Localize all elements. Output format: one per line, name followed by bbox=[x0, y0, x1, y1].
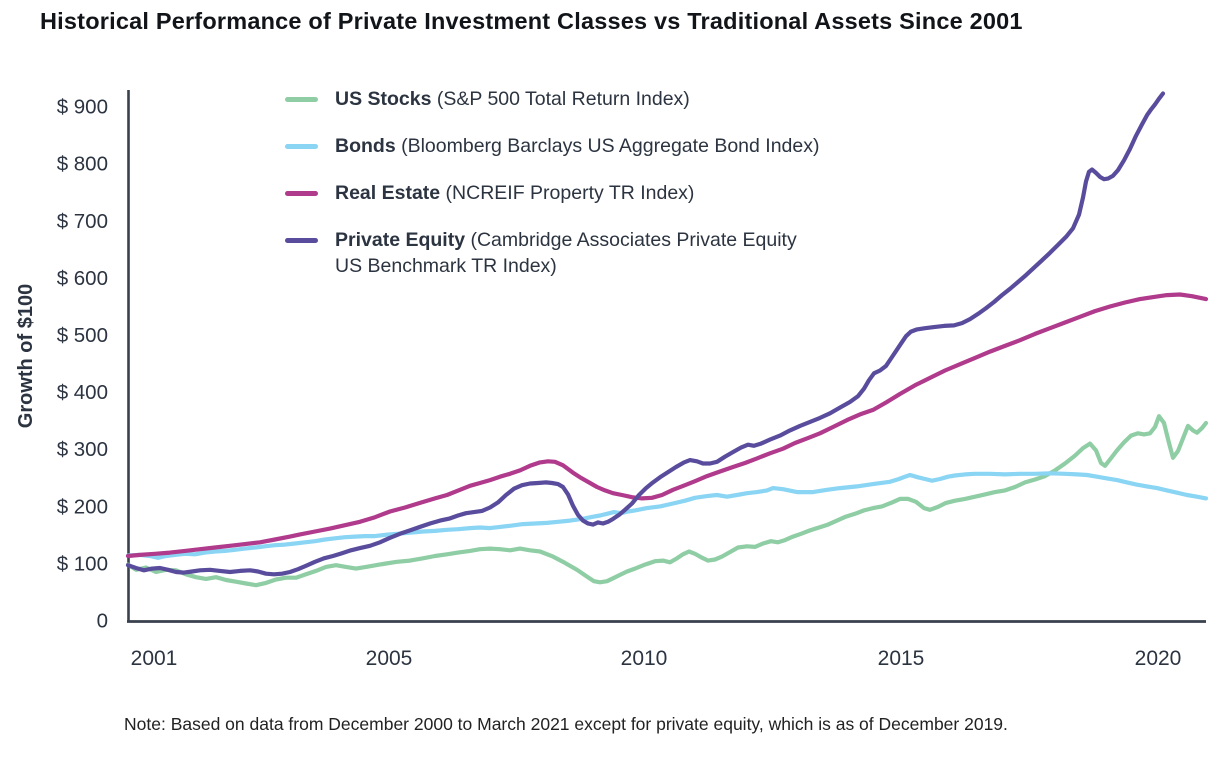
x-tick-label: 2015 bbox=[878, 647, 925, 670]
x-tick-label: 2005 bbox=[366, 647, 413, 670]
y-tick-label: $ 500 bbox=[57, 324, 108, 347]
legend-item-private-equity: Private Equity (Cambridge Associates Pri… bbox=[285, 227, 905, 279]
series-line-real-estate bbox=[125, 292, 1209, 559]
y-tick-label: $ 100 bbox=[57, 552, 108, 575]
x-tick-label: 2001 bbox=[131, 647, 178, 670]
legend-label-private-equity: Private Equity (Cambridge Associates Pri… bbox=[335, 227, 797, 279]
x-tick-label: 2020 bbox=[1135, 647, 1182, 670]
legend-item-real-estate: Real Estate (NCREIF Property TR Index) bbox=[285, 180, 905, 206]
legend-label-us-stocks: US Stocks (S&P 500 Total Return Index) bbox=[335, 86, 690, 112]
us-stocks-line-swatch bbox=[285, 97, 318, 102]
y-tick-label: $ 900 bbox=[57, 96, 108, 119]
y-tick-label: $ 800 bbox=[57, 153, 108, 176]
legend-item-bonds: Bonds (Bloomberg Barclays US Aggregate B… bbox=[285, 133, 905, 159]
legend-detail-line2: US Benchmark TR Index) bbox=[335, 255, 557, 277]
legend-detail: (S&P 500 Total Return Index) bbox=[431, 88, 690, 110]
bonds-line-swatch bbox=[285, 144, 318, 149]
legend-name: Private Equity bbox=[335, 229, 466, 251]
legend-detail: (Bloomberg Barclays US Aggregate Bond In… bbox=[395, 135, 820, 157]
y-tick-label: 0 bbox=[97, 610, 108, 633]
legend-name: Bonds bbox=[335, 135, 396, 157]
real-estate-line-swatch bbox=[285, 191, 318, 196]
legend-label-real-estate: Real Estate (NCREIF Property TR Index) bbox=[335, 180, 694, 206]
legend-label-bonds: Bonds (Bloomberg Barclays US Aggregate B… bbox=[335, 133, 819, 159]
chart-note: Note: Based on data from December 2000 t… bbox=[124, 714, 1008, 734]
y-axis-title: Growth of $100 bbox=[15, 284, 37, 428]
legend-name: Real Estate bbox=[335, 182, 441, 204]
legend-name: US Stocks bbox=[335, 88, 432, 110]
x-tick-label: 2010 bbox=[621, 647, 668, 670]
legend-detail: (NCREIF Property TR Index) bbox=[440, 182, 695, 204]
chart-legend: US Stocks (S&P 500 Total Return Index) B… bbox=[285, 86, 905, 279]
legend-item-us-stocks: US Stocks (S&P 500 Total Return Index) bbox=[285, 86, 905, 112]
series-line-us-stocks bbox=[125, 414, 1209, 588]
chart-title: Historical Performance of Private Invest… bbox=[40, 8, 1023, 34]
y-tick-label: $ 300 bbox=[57, 438, 108, 461]
y-tick-label: $ 400 bbox=[57, 381, 108, 404]
y-tick-label: $ 200 bbox=[57, 495, 108, 518]
y-tick-label: $ 600 bbox=[57, 267, 108, 290]
y-tick-label: $ 700 bbox=[57, 210, 108, 233]
series-line-bonds bbox=[125, 471, 1209, 560]
private-equity-line-swatch bbox=[285, 238, 318, 243]
legend-detail: (Cambridge Associates Private Equity bbox=[465, 229, 797, 251]
series-line-private-equity bbox=[125, 91, 1166, 577]
